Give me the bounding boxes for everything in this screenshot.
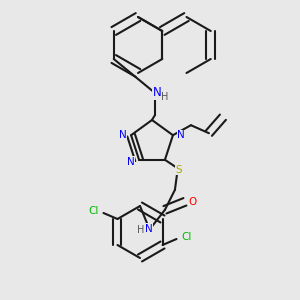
Text: Cl: Cl — [181, 232, 192, 242]
Text: N: N — [127, 157, 135, 167]
Text: N: N — [153, 86, 161, 100]
Text: O: O — [189, 197, 197, 207]
Text: S: S — [176, 165, 182, 175]
Text: H: H — [137, 225, 145, 235]
Text: N: N — [119, 130, 127, 140]
Text: H: H — [161, 92, 169, 102]
Text: N: N — [145, 224, 153, 234]
Text: Cl: Cl — [88, 206, 99, 216]
Text: N: N — [177, 130, 185, 140]
